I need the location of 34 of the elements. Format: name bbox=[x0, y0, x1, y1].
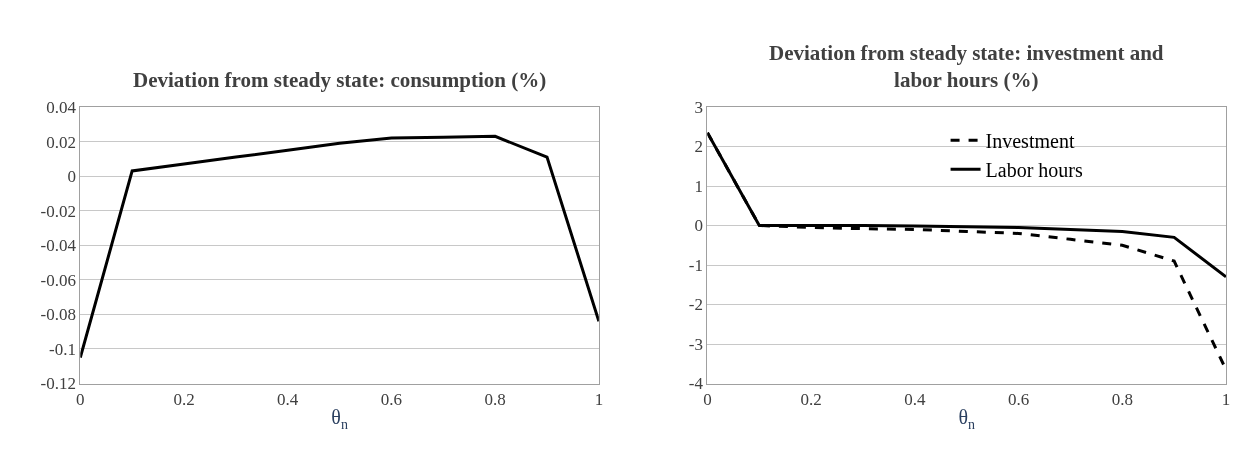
y-tick-label: -0.02 bbox=[40, 201, 76, 221]
chart-title: Deviation from steady state: consumption (%) bbox=[133, 68, 547, 92]
legend-label: Investment bbox=[985, 130, 1075, 153]
y-tick-label: -0.12 bbox=[40, 374, 76, 394]
y-tick-label: 0.02 bbox=[46, 132, 76, 152]
chart-title: Deviation from steady state: investment and labor hours (%) bbox=[769, 41, 1164, 93]
y-tick-label: -0.1 bbox=[48, 339, 76, 359]
y-tick-label: 0.04 bbox=[46, 97, 77, 117]
y-tick-label: 0 bbox=[67, 167, 76, 187]
x-tick-label: 0.2 bbox=[800, 389, 822, 409]
x-axis-title: θ$_{n}$ bbox=[331, 406, 348, 432]
x-axis-title: θ$_{n}$ bbox=[958, 406, 976, 432]
x-tick-label: 1 bbox=[1221, 389, 1231, 409]
y-tick-label: -0.06 bbox=[40, 270, 76, 290]
y-tick-label: -0.04 bbox=[40, 236, 77, 256]
x-tick-label: 0.4 bbox=[277, 389, 299, 409]
x-tick-label: 0.6 bbox=[1007, 389, 1030, 409]
y-tick-label: 1 bbox=[694, 176, 704, 196]
x-tick-label: 0.8 bbox=[1111, 389, 1133, 409]
y-tick-label: -2 bbox=[688, 295, 704, 315]
legend-label: Labor hours bbox=[985, 159, 1083, 182]
x-tick-label: 1 bbox=[594, 389, 604, 409]
x-tick-label: 0.4 bbox=[904, 389, 926, 409]
y-tick-label: 0 bbox=[694, 216, 704, 236]
y-tick-label: 2 bbox=[694, 137, 704, 157]
y-tick-label: -4 bbox=[688, 374, 704, 394]
y-tick-label: -0.08 bbox=[40, 305, 76, 325]
y-tick-label: -1 bbox=[688, 255, 704, 275]
x-tick-label: 0.2 bbox=[173, 389, 195, 409]
y-tick-label: -3 bbox=[688, 334, 704, 354]
x-tick-label: 0.8 bbox=[484, 389, 506, 409]
line-series bbox=[80, 134, 599, 360]
y-tick-label: 3 bbox=[694, 97, 704, 117]
x-tick-label: 0.6 bbox=[380, 389, 403, 409]
